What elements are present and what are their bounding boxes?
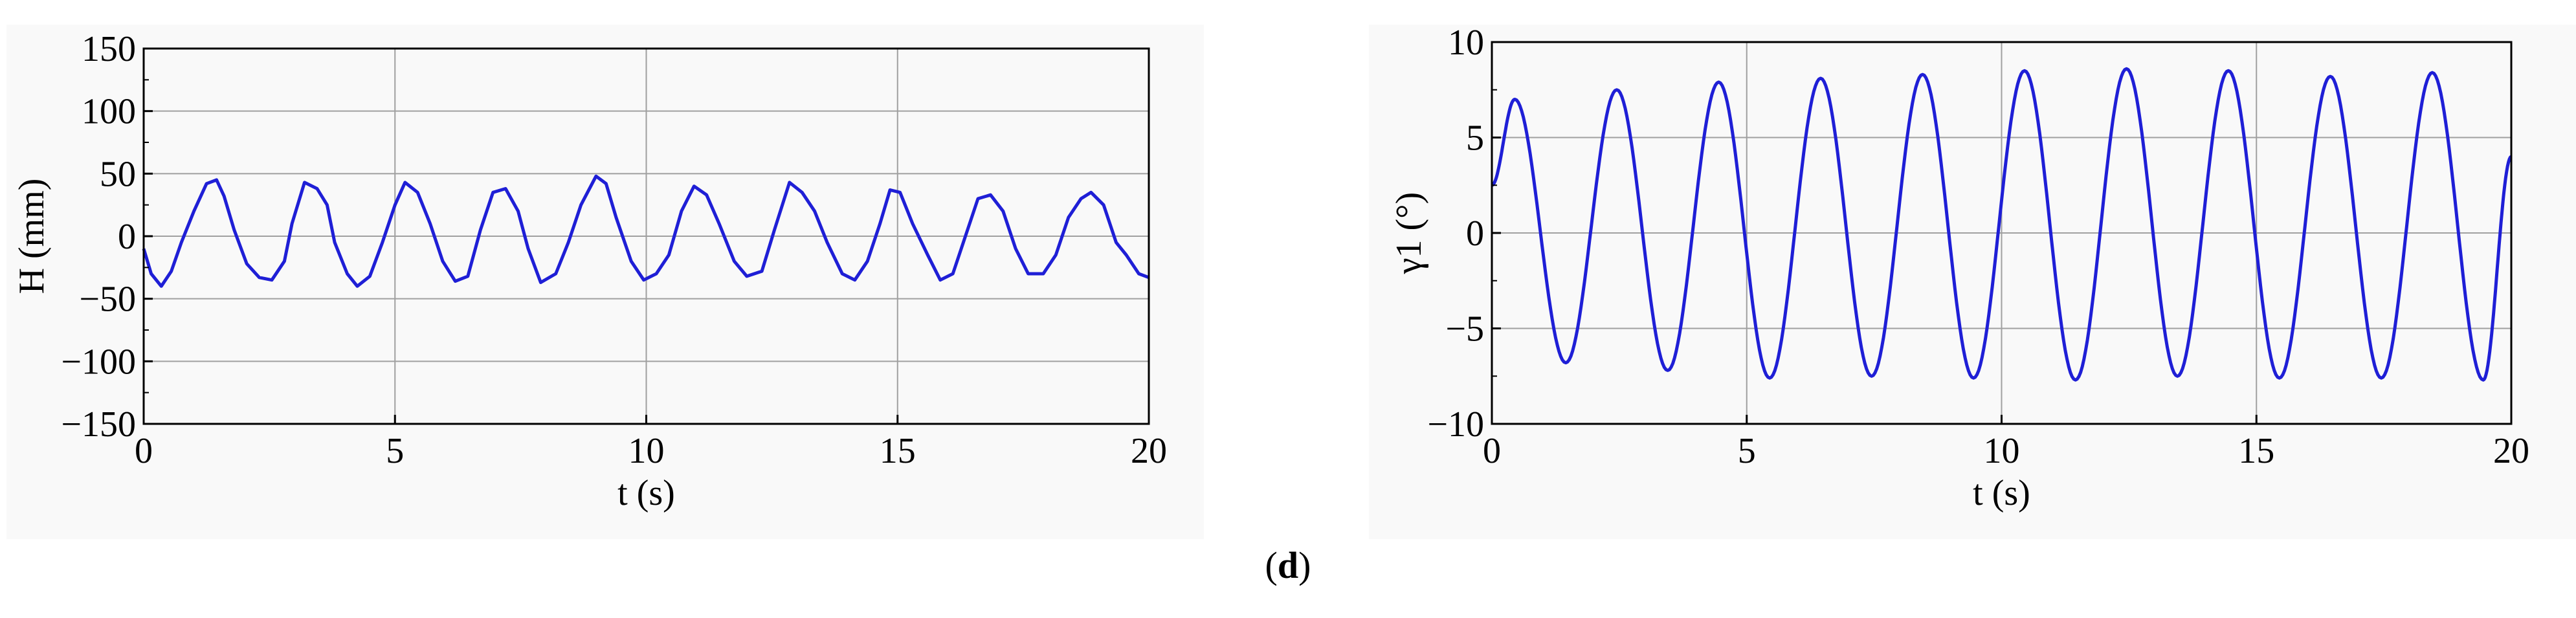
chart-gamma-angle: 0 5 10 15 20 −10 −5 0 5 10 t (s) γ1 (°) bbox=[1389, 23, 2529, 513]
x-tick-label: 15 bbox=[2238, 431, 2274, 471]
x-tick-label: 5 bbox=[1738, 431, 1756, 471]
figure-caption: (d) bbox=[1265, 544, 1311, 586]
x-tick-label: 10 bbox=[628, 431, 665, 471]
y-tick-label: −100 bbox=[61, 342, 136, 382]
series-group bbox=[142, 174, 1149, 288]
y-tick-label: 10 bbox=[1448, 23, 1484, 63]
x-tick-labels: 0 5 10 15 20 bbox=[1483, 431, 2529, 471]
series-line-0 bbox=[1491, 67, 2513, 382]
chart-wave-height: 0 5 10 15 20 −150 −100 −50 0 50 100 150 t (s) H (m… bbox=[12, 29, 1167, 513]
left-panel-background bbox=[6, 25, 1204, 539]
x-axis-label: t (s) bbox=[617, 473, 675, 513]
y-tick-label: 50 bbox=[100, 154, 136, 194]
series-group bbox=[1491, 67, 2513, 382]
caption-letter: d bbox=[1277, 544, 1299, 586]
x-tick-label: 10 bbox=[1984, 431, 2020, 471]
y-tick-label: −5 bbox=[1445, 309, 1484, 349]
grid-lines bbox=[1492, 42, 2511, 424]
series-line-0 bbox=[142, 174, 1149, 288]
x-tick-labels: 0 5 10 15 20 bbox=[135, 431, 1167, 471]
y-tick-label: −10 bbox=[1427, 404, 1484, 445]
tick-marks bbox=[142, 47, 1150, 425]
y-tick-label: 150 bbox=[82, 29, 136, 69]
x-tick-label: 5 bbox=[386, 431, 404, 471]
right-panel-background bbox=[1369, 25, 2576, 539]
x-tick-label: 0 bbox=[1483, 431, 1501, 471]
y-tick-label: 100 bbox=[82, 92, 136, 132]
tick-marks bbox=[1491, 41, 2513, 425]
y-axis-label: H (mm) bbox=[12, 179, 52, 294]
y-tick-label: −150 bbox=[61, 404, 136, 445]
y-tick-labels: −150 −100 −50 0 50 100 150 bbox=[61, 29, 136, 445]
y-axis-label: γ1 (°) bbox=[1389, 192, 1429, 274]
y-tick-label: −50 bbox=[79, 280, 136, 320]
x-tick-label: 0 bbox=[135, 431, 153, 471]
x-tick-label: 15 bbox=[880, 431, 916, 471]
x-axis-label: t (s) bbox=[1973, 473, 2030, 513]
x-tick-label: 20 bbox=[2493, 431, 2529, 471]
y-tick-label: 0 bbox=[1466, 214, 1484, 254]
y-tick-label: 0 bbox=[118, 217, 136, 257]
y-tick-labels: −10 −5 0 5 10 bbox=[1427, 23, 1484, 445]
grid-lines bbox=[144, 49, 1149, 424]
x-tick-label: 20 bbox=[1131, 431, 1167, 471]
y-tick-label: 5 bbox=[1466, 118, 1484, 159]
